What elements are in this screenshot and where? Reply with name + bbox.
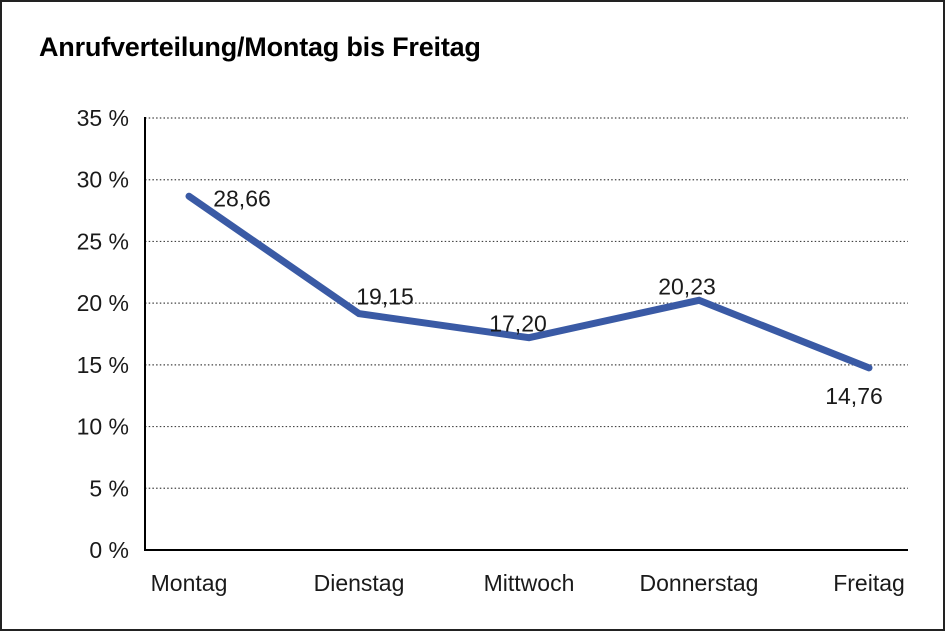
- x-tick-label: Mittwoch: [484, 570, 575, 596]
- y-tick-label: 25 %: [77, 228, 129, 254]
- y-tick-label: 5 %: [89, 475, 129, 501]
- x-tick-label: Montag: [151, 570, 228, 596]
- y-tick-label: 35 %: [77, 105, 129, 131]
- x-tick-label: Dienstag: [314, 570, 405, 596]
- value-label: 14,76: [825, 383, 883, 409]
- value-label: 28,66: [213, 185, 271, 211]
- y-tick-label: 0 %: [89, 537, 129, 563]
- value-label: 17,20: [489, 311, 547, 337]
- x-tick-label: Donnerstag: [640, 570, 759, 596]
- chart-title: Anrufverteilung/Montag bis Freitag: [39, 32, 481, 62]
- y-tick-label: 20 %: [77, 290, 129, 316]
- data-line: [185, 192, 873, 372]
- y-tick-label: 30 %: [77, 167, 129, 193]
- value-label: 20,23: [658, 273, 716, 299]
- value-label: 19,15: [356, 284, 414, 310]
- x-tick-label: Freitag: [833, 570, 905, 596]
- y-tick-label: 15 %: [77, 352, 129, 378]
- y-tick-label: 10 %: [77, 414, 129, 440]
